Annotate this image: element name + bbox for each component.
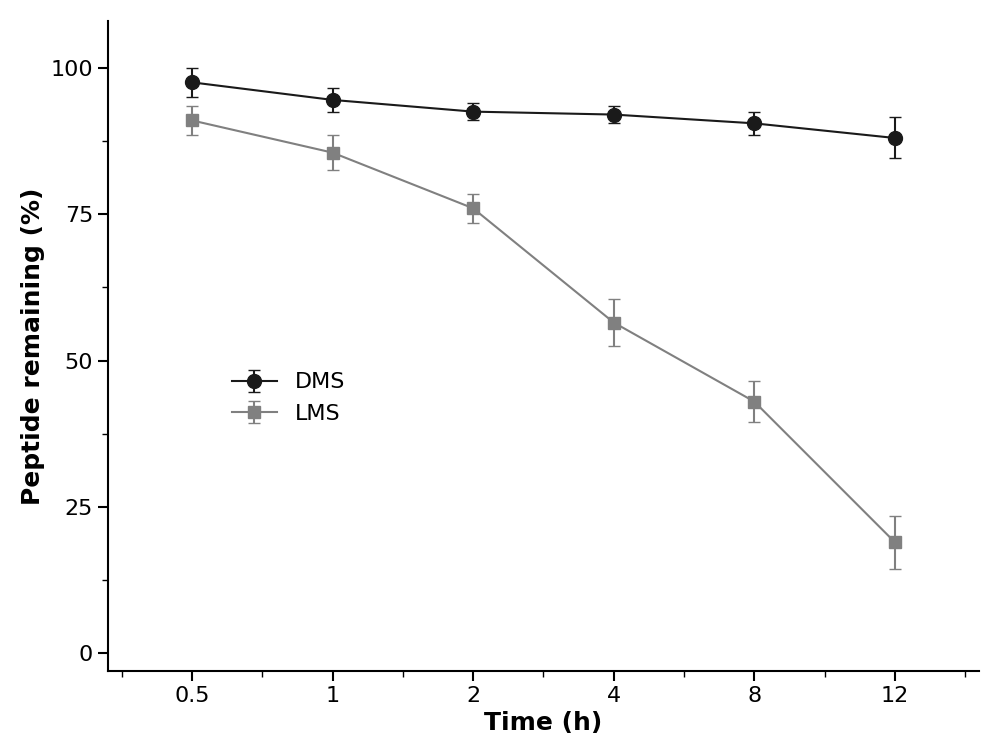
Y-axis label: Peptide remaining (%): Peptide remaining (%) (21, 187, 45, 504)
Legend: DMS, LMS: DMS, LMS (223, 364, 354, 432)
X-axis label: Time (h): Time (h) (484, 711, 603, 735)
